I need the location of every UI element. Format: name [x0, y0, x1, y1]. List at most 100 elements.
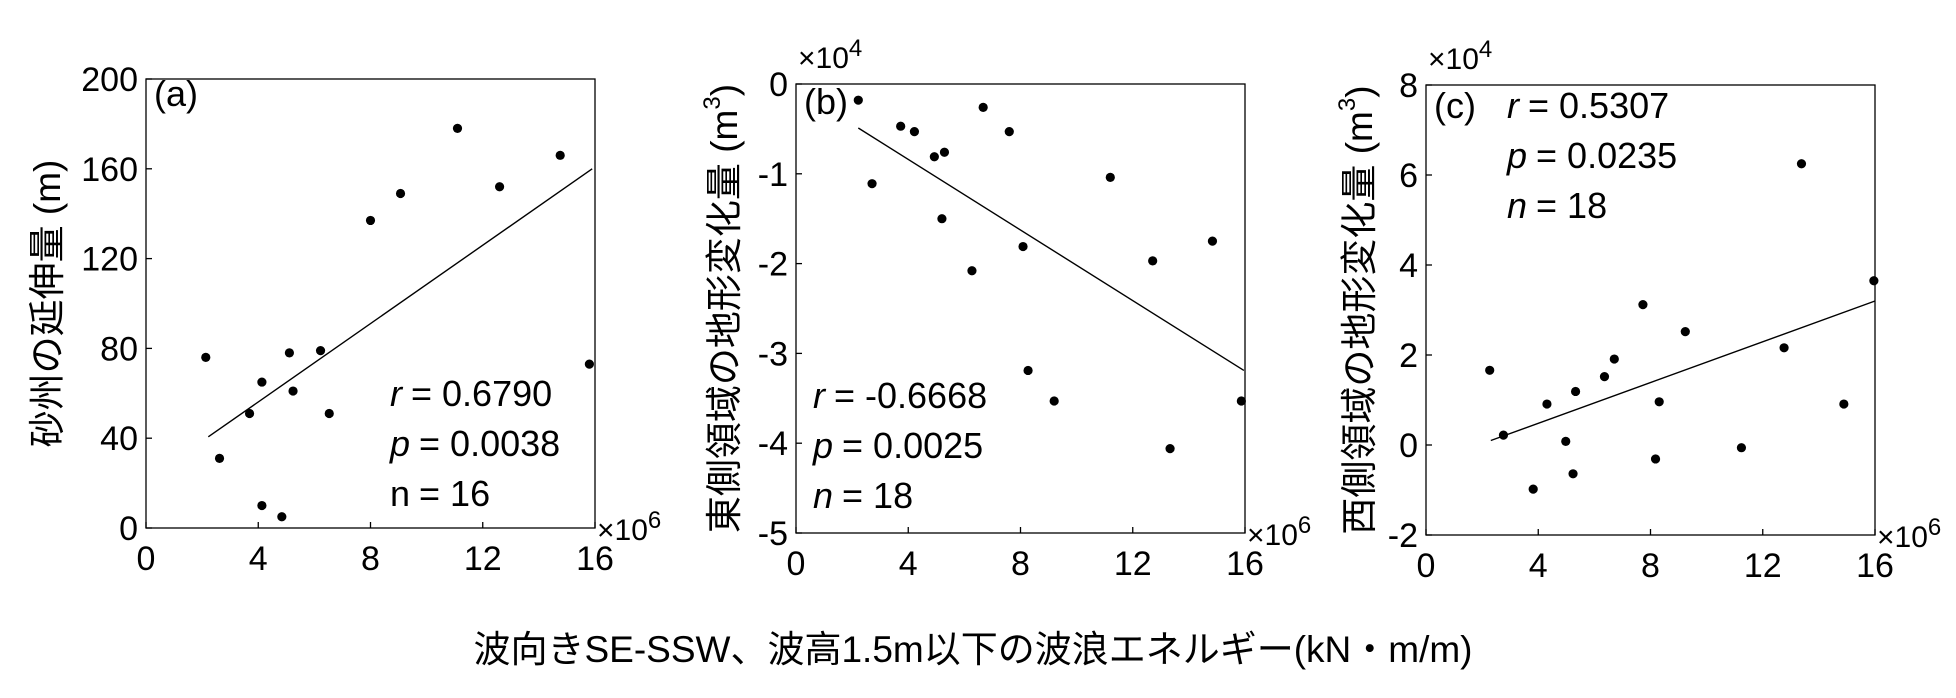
- stat-symbol: p: [812, 425, 833, 466]
- data-point: [214, 453, 225, 464]
- y-axis-label: 東側領域の地形変化量 (m3): [699, 84, 745, 533]
- y-axis-label-part: 西側領域の地形変化量 (m: [1339, 111, 1380, 534]
- data-point: [1485, 365, 1495, 375]
- stat-annotation: n = 16: [390, 473, 490, 514]
- data-point: [1207, 236, 1218, 246]
- y-tick-label: 0: [1399, 427, 1418, 465]
- y-multiplier-exp: 4: [849, 35, 862, 62]
- data-point: [1839, 399, 1849, 409]
- x-tick-label: 16: [1226, 545, 1264, 583]
- data-point: [201, 352, 211, 362]
- panel-label: (c): [1434, 85, 1476, 126]
- x-tick-label: 12: [1744, 547, 1782, 585]
- y-tick-label: 40: [100, 420, 138, 458]
- data-point: [244, 408, 255, 419]
- data-point: [1236, 396, 1246, 406]
- stat-annotation: r = -0.6668: [813, 375, 987, 416]
- x-tick-label: 0: [787, 545, 806, 583]
- stat-value: = 0.0235: [1536, 135, 1677, 176]
- y-axis-label-part: ): [1339, 85, 1380, 97]
- data-point: [257, 377, 267, 387]
- y-multiplier: ×104: [1428, 36, 1492, 76]
- data-point: [288, 386, 298, 396]
- stat-symbol: p: [389, 423, 410, 464]
- data-point: [1680, 327, 1690, 337]
- data-point: [939, 147, 950, 157]
- stat-annotation: p = 0.0025: [812, 425, 983, 466]
- data-point: [1650, 454, 1661, 464]
- x-multiplier-base: ×10: [597, 514, 648, 547]
- data-point: [1796, 159, 1807, 169]
- x-multiplier-base: ×10: [1877, 521, 1928, 554]
- stat-symbol: n: [390, 473, 410, 514]
- data-point: [909, 126, 920, 137]
- data-point: [1568, 469, 1578, 479]
- stat-symbol: r: [813, 375, 827, 416]
- y-tick-label: 4: [1399, 247, 1418, 285]
- data-point: [452, 123, 463, 133]
- y-tick-label: -3: [758, 335, 788, 373]
- trend-line: [857, 127, 1245, 372]
- y-tick-label: 80: [100, 330, 138, 368]
- stat-symbol: r: [1507, 85, 1521, 126]
- data-point: [277, 512, 287, 522]
- x-multiplier: ×106: [1247, 512, 1311, 552]
- x-multiplier: ×106: [597, 507, 661, 547]
- panel-label: (a): [154, 73, 198, 114]
- x-tick-label: 16: [576, 540, 614, 578]
- data-point: [929, 152, 939, 162]
- stat-symbol: n: [1507, 185, 1527, 226]
- y-multiplier-base: ×10: [1428, 43, 1479, 76]
- y-axis-label-part: 砂州の延伸量 (m): [27, 160, 68, 448]
- y-multiplier-exp: 4: [1479, 36, 1492, 63]
- y-axis-label-part: 東側領域の地形変化量 (m: [704, 110, 745, 533]
- data-point: [257, 500, 267, 511]
- data-point: [867, 179, 877, 189]
- data-point: [494, 182, 505, 192]
- data-point: [1609, 354, 1619, 364]
- x-tick-label: 16: [1856, 547, 1894, 585]
- data-point: [1869, 276, 1879, 286]
- y-tick-label: 2: [1399, 337, 1418, 375]
- data-point: [324, 408, 334, 419]
- x-tick-label: 4: [249, 540, 268, 578]
- y-tick-label: -2: [758, 246, 788, 284]
- y-axis-label: 西側領域の地形変化量 (m3): [1334, 85, 1380, 534]
- data-point: [1148, 256, 1158, 266]
- data-point: [395, 188, 406, 199]
- x-tick-label: 0: [1417, 547, 1436, 585]
- y-tick-label: 8: [1399, 67, 1418, 105]
- data-point: [1779, 343, 1789, 353]
- stat-value: = -0.6668: [834, 375, 987, 416]
- data-point: [937, 214, 947, 224]
- stat-value: = 0.0025: [842, 425, 983, 466]
- stat-value: = 16: [419, 473, 490, 514]
- data-point: [315, 346, 326, 356]
- y-tick-label: 0: [769, 66, 788, 104]
- stat-annotation: p = 0.0235: [1506, 135, 1677, 176]
- stat-value: = 0.0038: [419, 423, 560, 464]
- data-point: [1049, 396, 1059, 406]
- stat-annotation: r = 0.5307: [1507, 85, 1669, 126]
- stat-symbol: p: [1506, 135, 1527, 176]
- stat-annotation: r = 0.6790: [390, 373, 552, 414]
- data-point: [896, 121, 906, 131]
- data-point: [1570, 386, 1581, 397]
- x-tick-label: 12: [464, 540, 502, 578]
- y-tick-label: -2: [1388, 517, 1418, 555]
- panel-label: (b): [804, 81, 848, 122]
- x-tick-label: 8: [361, 540, 380, 578]
- data-point: [967, 266, 977, 276]
- stat-symbol: r: [390, 373, 404, 414]
- y-tick-label: 200: [81, 61, 138, 99]
- y-axis-label-part: 3: [1334, 98, 1361, 111]
- data-point: [1542, 399, 1552, 409]
- y-multiplier: ×104: [798, 35, 862, 75]
- data-point: [1105, 172, 1115, 182]
- data-point: [1498, 430, 1509, 440]
- y-multiplier-base: ×10: [798, 42, 849, 75]
- x-tick-label: 0: [137, 540, 156, 578]
- x-tick-label: 4: [899, 545, 918, 583]
